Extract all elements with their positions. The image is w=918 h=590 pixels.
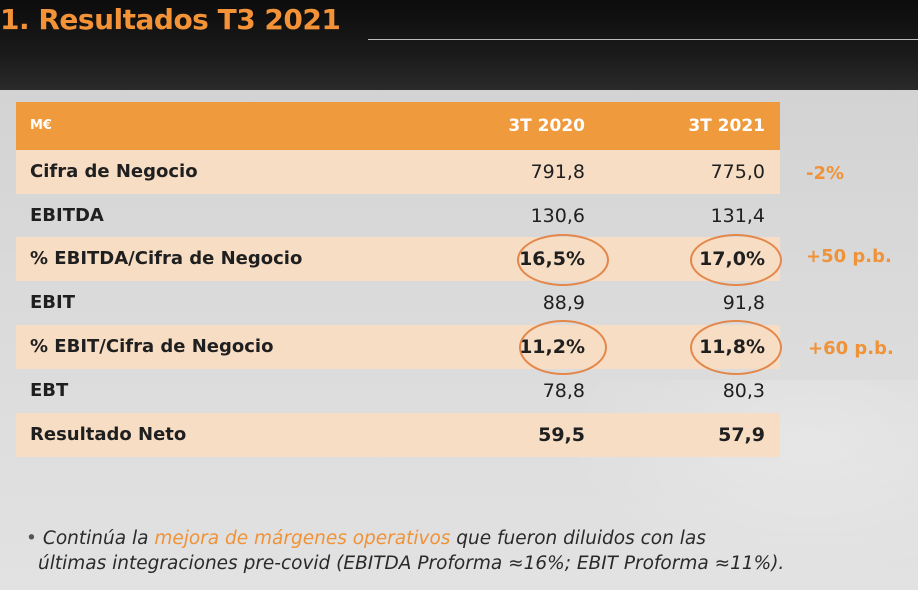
highlight-circle-ebit-2021 <box>690 320 782 375</box>
value-3t2021: 91,8 <box>722 292 765 314</box>
row-label: EBITDA <box>30 205 104 226</box>
value-3t2020: 791,8 <box>530 161 585 183</box>
highlight-circle-ebit-2020 <box>519 320 607 375</box>
delta-cifra-negocio: -2% <box>806 163 845 184</box>
page-title: 1. Resultados T3 2021 <box>0 3 341 36</box>
row-label: % EBIT/Cifra de Negocio <box>30 336 274 357</box>
header-band <box>0 0 918 90</box>
value-3t2021: 775,0 <box>710 161 765 183</box>
table-row-cifra-negocio: Cifra de Negocio 791,8 775,0 <box>16 150 780 194</box>
table-row-ebit: EBIT 88,9 91,8 <box>16 281 780 325</box>
note-line2: últimas integraciones pre-covid (EBITDA … <box>38 553 785 574</box>
value-3t2020: 78,8 <box>542 380 585 402</box>
note-suffix: que fueron diluidos con las <box>450 528 706 549</box>
column-header-unit: M€ <box>30 118 52 133</box>
row-label: Resultado Neto <box>30 424 187 445</box>
row-label: EBT <box>30 380 69 401</box>
row-label: % EBITDA/Cifra de Negocio <box>30 248 303 269</box>
table-header: M€ 3T 2020 3T 2021 <box>16 102 780 150</box>
row-label: Cifra de Negocio <box>30 161 198 182</box>
table-row-ebit-margin: % EBIT/Cifra de Negocio 11,2% 11,8% <box>16 325 780 369</box>
value-3t2021: 80,3 <box>722 380 765 402</box>
delta-ebit-margin: +60 p.b. <box>808 338 894 359</box>
table-row-ebitda: EBITDA 130,6 131,4 <box>16 194 780 238</box>
column-header-3t2021: 3T 2021 <box>688 116 765 136</box>
title-rule <box>368 39 918 40</box>
highlight-circle-ebitda-2020 <box>517 234 609 286</box>
highlight-circle-ebitda-2021 <box>690 234 782 286</box>
note-highlight: mejora de márgenes operativos <box>154 528 451 549</box>
table-row-ebitda-margin: % EBITDA/Cifra de Negocio 16,5% 17,0% <box>16 237 780 281</box>
column-header-3t2020: 3T 2020 <box>508 116 585 136</box>
table-row-ebt: EBT 78,8 80,3 <box>16 369 780 413</box>
table-row-resultado-neto: Resultado Neto 59,5 57,9 <box>16 413 780 457</box>
delta-ebitda-margin: +50 p.b. <box>806 246 892 267</box>
row-label: EBIT <box>30 292 75 313</box>
value-3t2020: 88,9 <box>542 292 585 314</box>
value-3t2021: 57,9 <box>718 424 765 446</box>
note-prefix: Continúa la <box>42 528 155 549</box>
value-3t2020: 130,6 <box>530 205 585 227</box>
note-bullet: • Continúa la mejora de márgenes operativ… <box>26 526 846 576</box>
value-3t2020: 59,5 <box>538 424 585 446</box>
bullet-dot: • <box>26 528 37 549</box>
value-3t2021: 131,4 <box>710 205 765 227</box>
